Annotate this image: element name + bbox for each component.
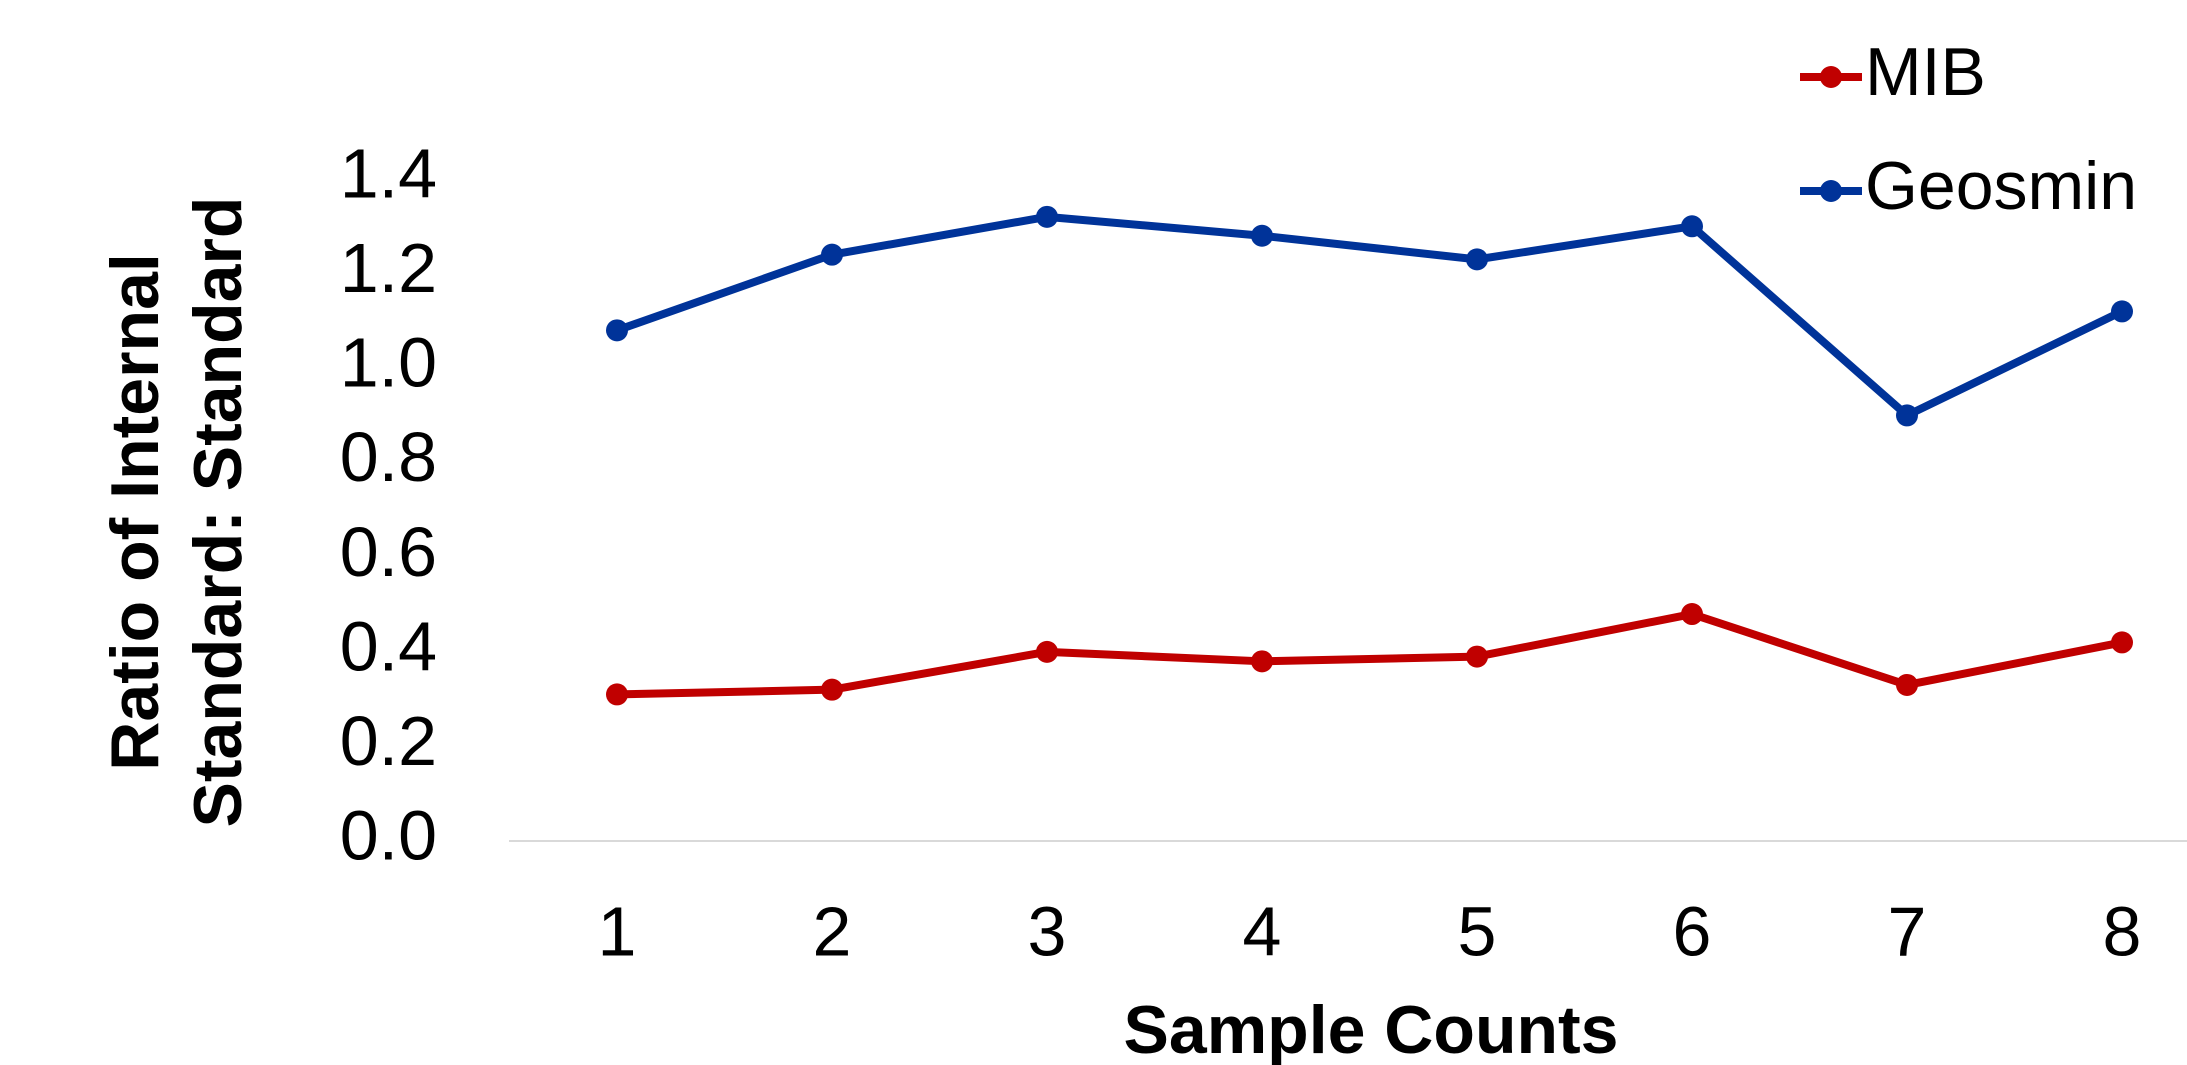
x-tick-label: 2 [813,892,852,970]
data-point [606,683,628,706]
data-point [1681,603,1703,626]
data-point [2111,631,2133,654]
data-point [2111,300,2133,323]
data-point [1251,650,1273,673]
legend-label: MIB [1865,34,1986,110]
x-tick-label: 6 [1673,892,1712,970]
y-tick-label: 1.2 [340,229,437,307]
x-tick-label: 3 [1028,892,1067,970]
data-point [821,243,843,266]
x-axis-title: Sample Counts [1124,992,1619,1065]
legend-label: Geosmin [1865,148,2137,224]
data-point [1466,645,1488,668]
y-tick-label: 1.0 [340,324,437,402]
y-tick-label: 0.8 [340,418,437,496]
y-tick-label: 0.6 [340,513,437,591]
x-tick-label: 5 [1458,892,1497,970]
y-tick-label: 0.4 [340,607,437,685]
data-point [1466,248,1488,271]
data-point [1251,224,1273,247]
data-point [1036,640,1058,663]
legend-marker [1820,180,1842,202]
data-point [606,319,628,342]
data-point [1896,673,1918,696]
x-tick-label: 7 [1888,892,1927,970]
series-line [615,212,2124,420]
legend-marker [1820,66,1842,88]
data-point [1681,215,1703,238]
y-tick-label: 0.2 [340,702,437,780]
y-tick-label: 0.0 [340,796,437,874]
x-tick-label: 1 [598,892,637,970]
x-tick-label: 4 [1243,892,1282,970]
data-point [1896,404,1918,427]
data-point [1036,205,1058,228]
y-tick-label: 1.4 [340,134,437,212]
y-axis-title: Standard: Standard [180,197,256,828]
data-point [821,678,843,701]
x-tick-label: 8 [2103,892,2142,970]
y-axis-title: Ratio of Internal [97,253,173,771]
series-line [616,610,2123,699]
